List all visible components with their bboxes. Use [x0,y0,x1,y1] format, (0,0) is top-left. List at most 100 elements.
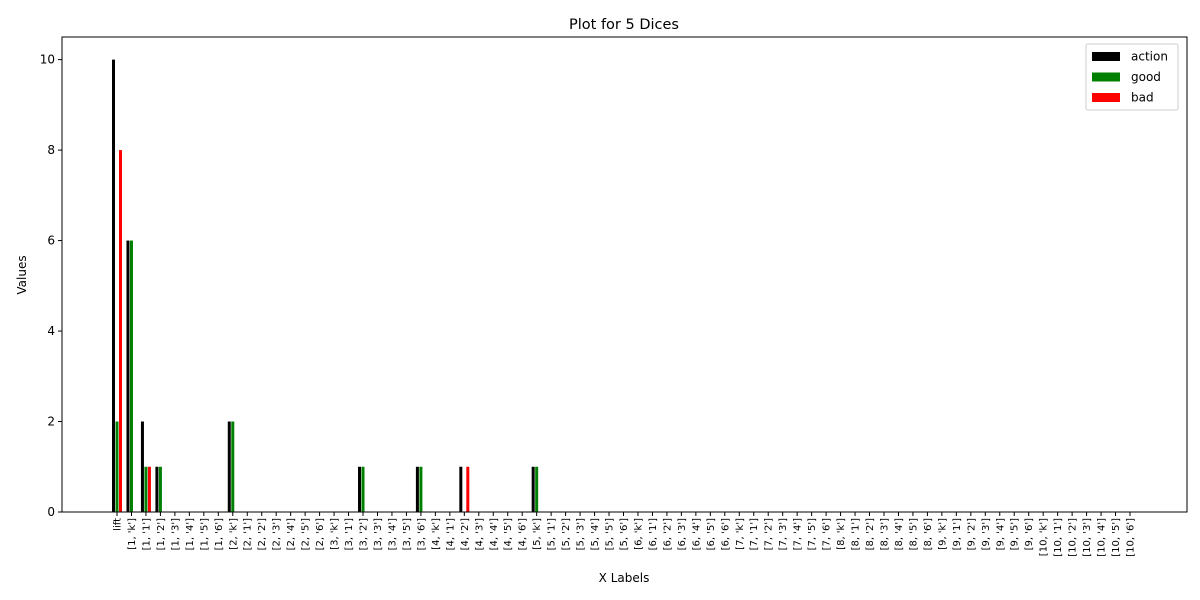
x-tick-label: [5, '3'] [576,518,587,550]
x-tick-label: lift [113,518,124,531]
x-tick-label: [2, '1'] [243,518,254,550]
bar [535,466,539,512]
x-tick-label: [8, '3'] [879,518,890,550]
bar [419,466,423,512]
legend-label: bad [1131,91,1154,105]
x-tick-label: [2, 'k'] [228,518,239,550]
x-tick-label: [9, '5'] [1010,518,1021,550]
x-tick-label: [6, '3'] [677,518,688,550]
bar [415,466,419,512]
x-tick-label: [3, '6'] [416,518,427,550]
x-tick-label: [4, '1'] [445,518,456,550]
x-tick-label: [6, 'k'] [633,518,644,550]
x-tick-label: [1, '4'] [185,518,196,550]
x-tick-label: [10, '1'] [1053,518,1064,557]
x-tick-label: [9, '2'] [966,518,977,550]
x-tick-label: [6, '4'] [691,518,702,550]
bar [358,466,362,512]
bar [231,421,235,512]
x-tick-label: [5, '1'] [547,518,558,550]
bar [227,421,231,512]
bar [155,466,159,512]
bar [459,466,463,512]
chart-title: Plot for 5 Dices [569,17,679,33]
y-tick-label: 4 [47,324,55,338]
bar [115,421,119,512]
bar [466,466,470,512]
x-tick-label: [8, '1'] [851,518,862,550]
x-tick-label: [7, '5'] [807,518,818,550]
x-tick-label: [10, '3'] [1082,518,1093,557]
x-tick-label: [5, '5'] [605,518,616,550]
x-tick-label: [5, '6'] [619,518,630,550]
x-tick-label: [5, '2'] [561,518,572,550]
x-tick-label: [6, '6'] [720,518,731,550]
x-tick-label: [2, '6'] [315,518,326,550]
bar [112,59,115,512]
y-tick-label: 10 [40,53,55,67]
x-axis-label: X Labels [599,571,650,585]
x-tick-label: [9, 'k'] [937,518,948,550]
x-tick-label: [10, 'k'] [1039,518,1050,556]
x-tick-label: [1, 'k'] [127,518,138,550]
x-tick-label: [7, '6'] [822,518,833,550]
x-tick-label: [7, '1'] [749,518,760,550]
legend-swatch [1092,72,1120,82]
x-tick-label: [5, 'k'] [532,518,543,550]
x-tick-label: [4, 'k'] [431,518,442,550]
x-tick-label: [1, '3'] [170,518,181,550]
x-tick-label: [8, '2'] [865,518,876,550]
x-tick-label: [3, '2'] [359,518,370,550]
x-tick-label: [5, '4'] [590,518,601,550]
bar [158,466,162,512]
x-tick-label: [10, '2'] [1068,518,1079,557]
bar [126,240,130,513]
x-tick-label: [7, 'k'] [735,518,746,550]
x-tick-label: [2, '5'] [301,518,312,550]
x-tick-label: [4, '6'] [518,518,529,550]
x-tick-label: [6, '2'] [662,518,673,550]
x-tick-label: [4, '2'] [460,518,471,550]
x-tick-label: [4, '5'] [503,518,514,550]
x-tick-label: [8, '6'] [923,518,934,550]
x-tick-label: [3, '5'] [402,518,413,550]
bar [361,466,365,512]
x-tick-label: [7, '3'] [778,518,789,550]
x-tick-label: [6, '1'] [648,518,659,550]
x-tick-label: [10, '4'] [1097,518,1108,557]
y-tick-label: 6 [47,234,55,248]
x-tick-label: [2, '3'] [272,518,283,550]
legend-swatch [1092,93,1120,102]
y-tick-label: 2 [47,415,55,429]
x-tick-label: [1, '5'] [199,518,210,550]
x-tick-label: [8, 'k'] [836,518,847,550]
y-tick-label: 0 [47,505,55,519]
x-tick-label: [9, '6'] [1024,518,1035,550]
bar [144,466,148,512]
x-tick-label: [3, '4'] [387,518,398,550]
x-tick-label: [1, '1'] [141,518,152,550]
x-tick-label: [1, '6'] [214,518,225,550]
x-tick-label: [3, '3'] [373,518,384,550]
x-tick-label: [8, '5'] [908,518,919,550]
bar [129,240,133,513]
legend-label: action [1131,50,1168,64]
bar [531,466,535,512]
x-tick-label: [3, '1'] [344,518,355,550]
x-tick-label: [10, '6'] [1126,518,1137,557]
x-tick-label: [4, '3'] [474,518,485,550]
plot-frame [61,36,1188,513]
bar [140,421,144,512]
x-tick-label: [9, '3'] [981,518,992,550]
x-tick-label: [2, '2'] [257,518,268,550]
legend-label: good [1131,70,1161,84]
bar [147,466,151,512]
x-tick-label: [7, '4'] [793,518,804,550]
x-tick-label: [6, '5'] [706,518,717,550]
x-tick-label: [9, '4'] [995,518,1006,550]
x-tick-label: [1, '2'] [156,518,167,550]
x-tick-label: [2, '4'] [286,518,297,550]
x-tick-label: [3, 'k'] [330,518,341,550]
y-axis-label: Values [15,255,29,294]
